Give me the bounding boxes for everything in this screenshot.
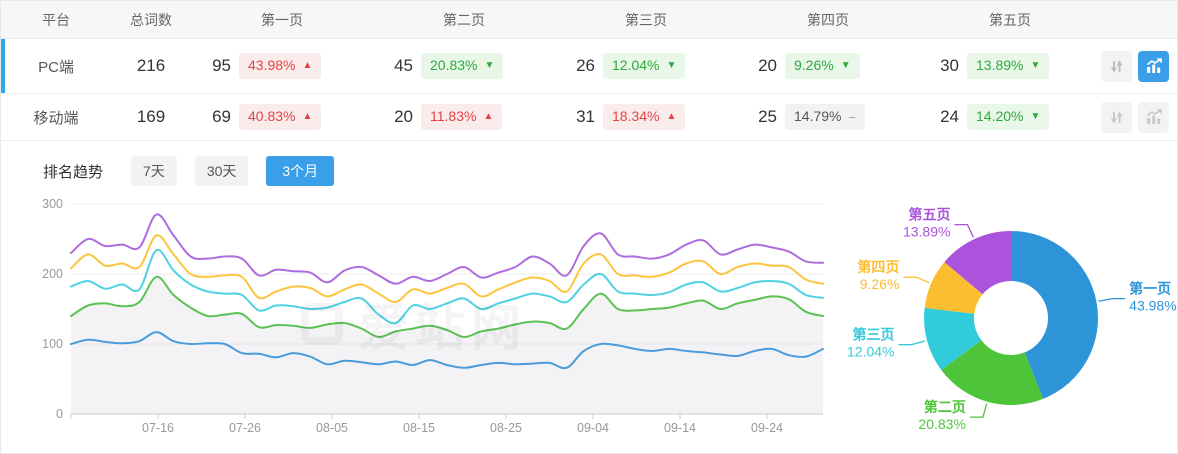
donut-label-pct: 12.04%: [847, 344, 894, 360]
compare-sort-button[interactable]: [1101, 50, 1132, 82]
donut-label-pct: 13.89%: [903, 224, 950, 240]
donut-label-pct: 9.26%: [860, 276, 900, 292]
svg-text:0: 0: [56, 407, 63, 421]
line-chart-svg[interactable]: 07-16 07-26 08-05 08-15 08-25 09-04 09-14 09-24…: [33, 196, 829, 446]
header-page3: 第三页: [625, 11, 667, 28]
svg-text:08-05: 08-05: [316, 421, 348, 435]
compare-sort-button[interactable]: [1101, 101, 1132, 133]
donut-label-pct: 20.83%: [918, 416, 965, 432]
svg-text:300: 300: [42, 197, 63, 211]
charts-area: 07-16 07-26 08-05 08-15 08-25 09-04 09-14 09-24…: [1, 196, 1177, 453]
trend-chart-button-inactive[interactable]: [1138, 101, 1169, 133]
bar-chart-trend-icon: [1146, 109, 1162, 124]
page4-count: 25: [758, 107, 777, 126]
platform-label: PC端: [38, 58, 74, 76]
bar-chart-trend-icon: [1146, 58, 1162, 73]
table-row-pc[interactable]: PC端 216 95 43.98% ▲ 45 20.83% ▼ 26 12.04% ▼ 20…: [1, 39, 1177, 94]
page3-pct-badge: 12.04% ▼: [603, 53, 686, 79]
donut-label-name: 第五页: [908, 207, 950, 223]
range-button-7d[interactable]: 7天: [131, 156, 177, 186]
table-header-row: 平台 总词数 第一页 第二页 第三页 第四页 第五页: [1, 1, 1177, 39]
page4-count: 20: [758, 56, 777, 75]
page3-count: 26: [576, 56, 595, 75]
trend-chart-button-active[interactable]: [1138, 50, 1169, 82]
page2-pct-badge: 20.83% ▼: [421, 53, 504, 79]
donut-slice-第一页[interactable]: [1011, 231, 1098, 399]
header-total: 总词数: [130, 11, 172, 28]
header-platform: 平台: [42, 11, 70, 28]
header-page4: 第四页: [807, 11, 849, 28]
page5-count: 24: [940, 107, 959, 126]
donut-label-name: 第一页: [1129, 281, 1171, 297]
page3-pct-badge: 18.34% ▲: [603, 104, 686, 130]
svg-text:100: 100: [42, 337, 63, 351]
page-share-donut-chart[interactable]: 第一页 43.98% 第二页 20.83% 第三页 12.04% 第四页 9.26% 第五页 13…: [829, 196, 1178, 453]
donut-slice-第四页[interactable]: [924, 262, 983, 314]
svg-text:09-24: 09-24: [751, 421, 783, 435]
trend-arrow-icon: ▼: [1030, 111, 1041, 122]
sort-arrows-icon: [1110, 110, 1123, 124]
page5-pct-badge: 14.20% ▼: [967, 104, 1050, 130]
donut-label-name: 第四页: [857, 259, 899, 275]
rank-trend-line-chart[interactable]: 07-16 07-26 08-05 08-15 08-25 09-04 09-14 09-24…: [33, 196, 829, 451]
page5-count: 30: [940, 56, 959, 75]
page1-count: 69: [212, 107, 231, 126]
svg-text:07-16: 07-16: [142, 421, 174, 435]
svg-text:200: 200: [42, 267, 63, 281]
svg-text:08-15: 08-15: [403, 421, 435, 435]
page4-pct-badge: 14.79% −: [785, 104, 866, 130]
range-button-30d[interactable]: 30天: [194, 156, 249, 186]
trend-arrow-icon: ▼: [484, 60, 495, 71]
svg-text:07-26: 07-26: [229, 421, 261, 435]
svg-text:08-25: 08-25: [490, 421, 522, 435]
trend-toolbar: 排名趋势 7天 30天 3个月: [1, 141, 1177, 196]
table-row-mobile[interactable]: 移动端 169 69 40.83% ▲ 20 11.83% ▲ 31 18.34% ▲ 25…: [1, 94, 1177, 141]
page2-count: 45: [394, 56, 413, 75]
donut-slice-第三页[interactable]: [924, 307, 982, 370]
header-page5: 第五页: [989, 11, 1031, 28]
trend-arrow-icon: ▼: [1030, 60, 1041, 71]
platform-label: 移动端: [33, 109, 79, 127]
donut-label-name: 第三页: [853, 327, 895, 343]
donut-label-pct: 43.98%: [1129, 298, 1176, 314]
trend-arrow-icon: ▼: [666, 60, 677, 71]
donut-slice-第五页[interactable]: [944, 231, 1011, 295]
page4-pct-badge: 9.26% ▼: [785, 53, 860, 79]
page2-pct-badge: 11.83% ▲: [421, 104, 503, 130]
sort-arrows-icon: [1110, 59, 1123, 73]
page3-count: 31: [576, 107, 595, 126]
total-words: 216: [136, 56, 166, 75]
header-page2: 第二页: [443, 11, 485, 28]
range-button-3m[interactable]: 3个月: [266, 156, 335, 186]
svg-text:09-14: 09-14: [664, 421, 696, 435]
header-page1: 第一页: [261, 11, 303, 28]
selected-row-indicator: [1, 39, 5, 93]
page5-pct-badge: 13.89% ▼: [967, 53, 1050, 79]
donut-label-name: 第二页: [924, 399, 966, 415]
page1-pct-badge: 40.83% ▲: [239, 104, 322, 130]
page1-count: 95: [212, 56, 231, 75]
trend-arrow-icon: −: [848, 109, 857, 125]
trend-arrow-icon: ▲: [483, 111, 494, 122]
donut-slice-第二页[interactable]: [941, 340, 1044, 405]
svg-text:09-04: 09-04: [577, 421, 609, 435]
trend-arrow-icon: ▲: [302, 60, 313, 71]
page1-pct-badge: 43.98% ▲: [239, 53, 322, 79]
trend-arrow-icon: ▲: [302, 111, 313, 122]
rank-table: 平台 总词数 第一页 第二页 第三页 第四页 第五页 PC端 216 95 43.…: [1, 1, 1177, 141]
total-words: 169: [136, 107, 166, 126]
trend-arrow-icon: ▼: [840, 60, 851, 71]
trend-section-title: 排名趋势: [43, 163, 104, 181]
trend-arrow-icon: ▲: [666, 111, 677, 122]
page2-count: 20: [394, 107, 413, 126]
